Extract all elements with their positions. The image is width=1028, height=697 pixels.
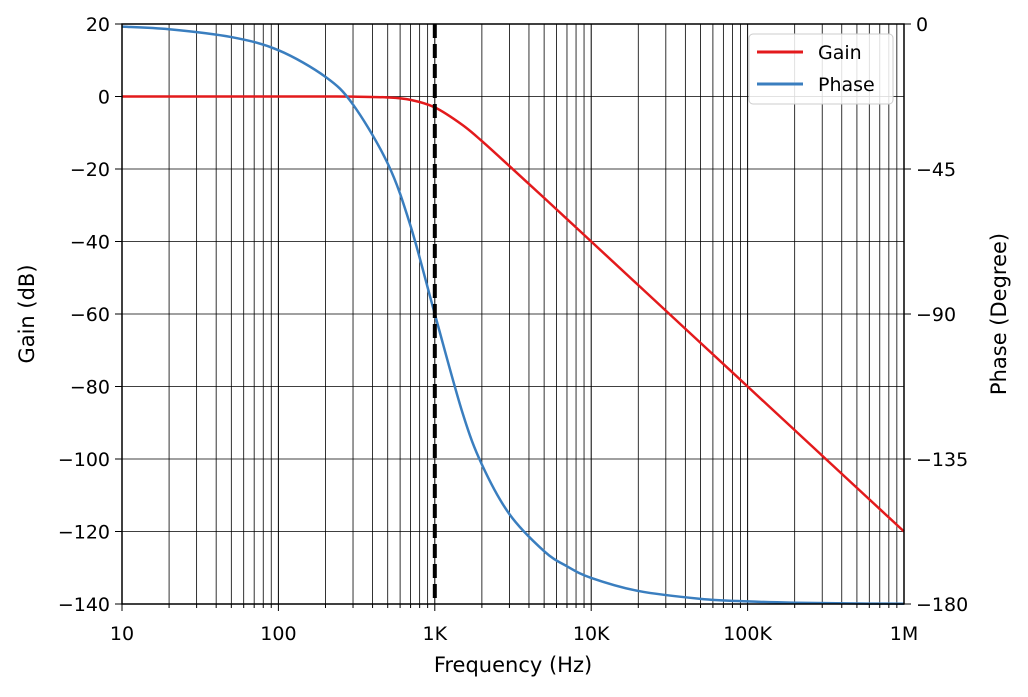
- x-tick-label: 100: [260, 623, 296, 645]
- x-axis-label: Frequency (Hz): [434, 653, 592, 677]
- x-tick-label: 1M: [890, 623, 918, 645]
- y2-tick-label: −45: [916, 159, 956, 181]
- y-tick-label: −120: [58, 522, 110, 544]
- y2-axis-label: Phase (Degree): [987, 233, 1011, 395]
- ticks: 20 0 −20 −40 −60 −80 −100 −120 −140 0 −45 −90 −135 −1…: [58, 14, 968, 645]
- y-tick-label: −80: [70, 377, 110, 399]
- y2-tick-label: −180: [916, 594, 968, 616]
- y-tick-label: −100: [58, 449, 110, 471]
- legend: Gain Phase: [748, 33, 894, 105]
- x-tick-label: 100K: [723, 623, 772, 645]
- y-axis-label: Gain (dB): [15, 264, 39, 363]
- y2-tick-label: −90: [916, 304, 956, 326]
- y-tick-label: −20: [70, 159, 110, 181]
- y-tick-label: −140: [58, 594, 110, 616]
- y-tick-label: 0: [98, 87, 110, 109]
- legend-gain-label: Gain: [818, 42, 862, 64]
- x-tick-label: 1K: [423, 623, 448, 645]
- y-tick-label: −40: [70, 232, 110, 254]
- x-tick-label: 10: [110, 623, 134, 645]
- y-tick-label: −60: [70, 304, 110, 326]
- x-tick-label: 10K: [573, 623, 610, 645]
- gain-curve: [122, 95, 905, 533]
- phase-curve: [121, 25, 905, 605]
- y2-tick-label: 0: [916, 14, 928, 36]
- legend-phase-label: Phase: [818, 74, 875, 96]
- y2-tick-label: −135: [916, 449, 968, 471]
- curves: [121, 25, 905, 605]
- y-tick-label: 20: [86, 14, 110, 36]
